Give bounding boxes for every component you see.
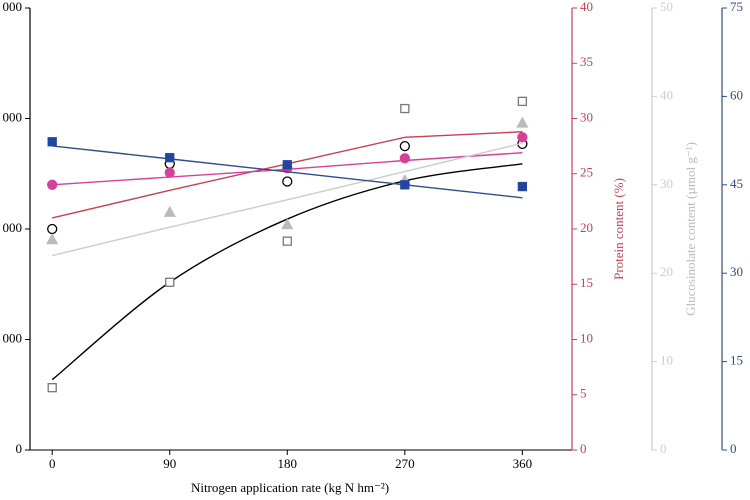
y-tick-label: 0: [730, 441, 737, 456]
y-tick-label: 15: [730, 353, 743, 368]
point: [282, 160, 292, 170]
point: [47, 137, 57, 147]
y-tick-label: 000: [3, 330, 23, 345]
y-tick-label: 30: [660, 176, 673, 191]
y-tick-label: 5: [580, 386, 587, 401]
point: [46, 233, 59, 245]
x-tick-label: 270: [395, 456, 415, 471]
point: [165, 153, 175, 163]
y-tick-label: 50: [660, 0, 673, 14]
y-tick-label: 35: [580, 54, 593, 69]
point: [400, 180, 410, 190]
y-tick-label: 10: [660, 353, 673, 368]
point: [282, 236, 292, 246]
point: [399, 140, 410, 152]
y-tick-label: 45: [730, 176, 743, 191]
y-tick-label: 25: [580, 165, 593, 180]
point: [47, 223, 58, 235]
x-axis-label: Nitrogen application rate (kg N hm⁻²): [191, 480, 389, 495]
y-tick-label: 000: [3, 0, 23, 14]
y-tick-label: 30: [730, 264, 743, 279]
fit-line: [52, 131, 523, 219]
y-tick-label: 10: [580, 330, 593, 345]
y-tick-label: 000: [3, 220, 23, 235]
y-tick-label: 40: [580, 0, 593, 14]
point: [47, 179, 58, 190]
y-tick-label: 0: [660, 441, 667, 456]
y-tick-label: 0: [580, 441, 587, 456]
point: [400, 103, 410, 114]
y-tick-label: 40: [660, 87, 673, 102]
point: [517, 132, 528, 143]
point: [282, 176, 293, 187]
point: [164, 167, 175, 178]
x-tick-label: 180: [278, 456, 298, 471]
x-tick-label: 90: [163, 456, 176, 471]
y-tick-label: 000: [3, 109, 23, 124]
point: [517, 96, 528, 107]
point: [517, 181, 528, 192]
fit-line: [51, 163, 523, 381]
y-tick-label: 20: [660, 264, 673, 279]
point: [281, 218, 294, 230]
point: [47, 383, 57, 393]
point: [516, 116, 529, 128]
y-tick-label: 60: [730, 87, 743, 102]
fit-line: [52, 142, 523, 257]
y2-axis-label: Protein content (%): [611, 178, 626, 280]
fit-line: [52, 145, 523, 199]
point: [163, 205, 176, 217]
y-tick-label: 0: [16, 441, 23, 456]
y-tick-label: 75: [730, 0, 743, 14]
x-tick-label: 0: [49, 456, 56, 471]
point: [399, 153, 410, 164]
y-tick-label: 20: [580, 220, 593, 235]
y-tick-label: 30: [580, 109, 593, 124]
y-tick-label: 15: [580, 275, 593, 290]
point: [165, 277, 175, 287]
y3-axis-label: Glucosinolate content (µmol g⁻¹): [683, 142, 698, 316]
x-tick-label: 360: [513, 456, 533, 471]
